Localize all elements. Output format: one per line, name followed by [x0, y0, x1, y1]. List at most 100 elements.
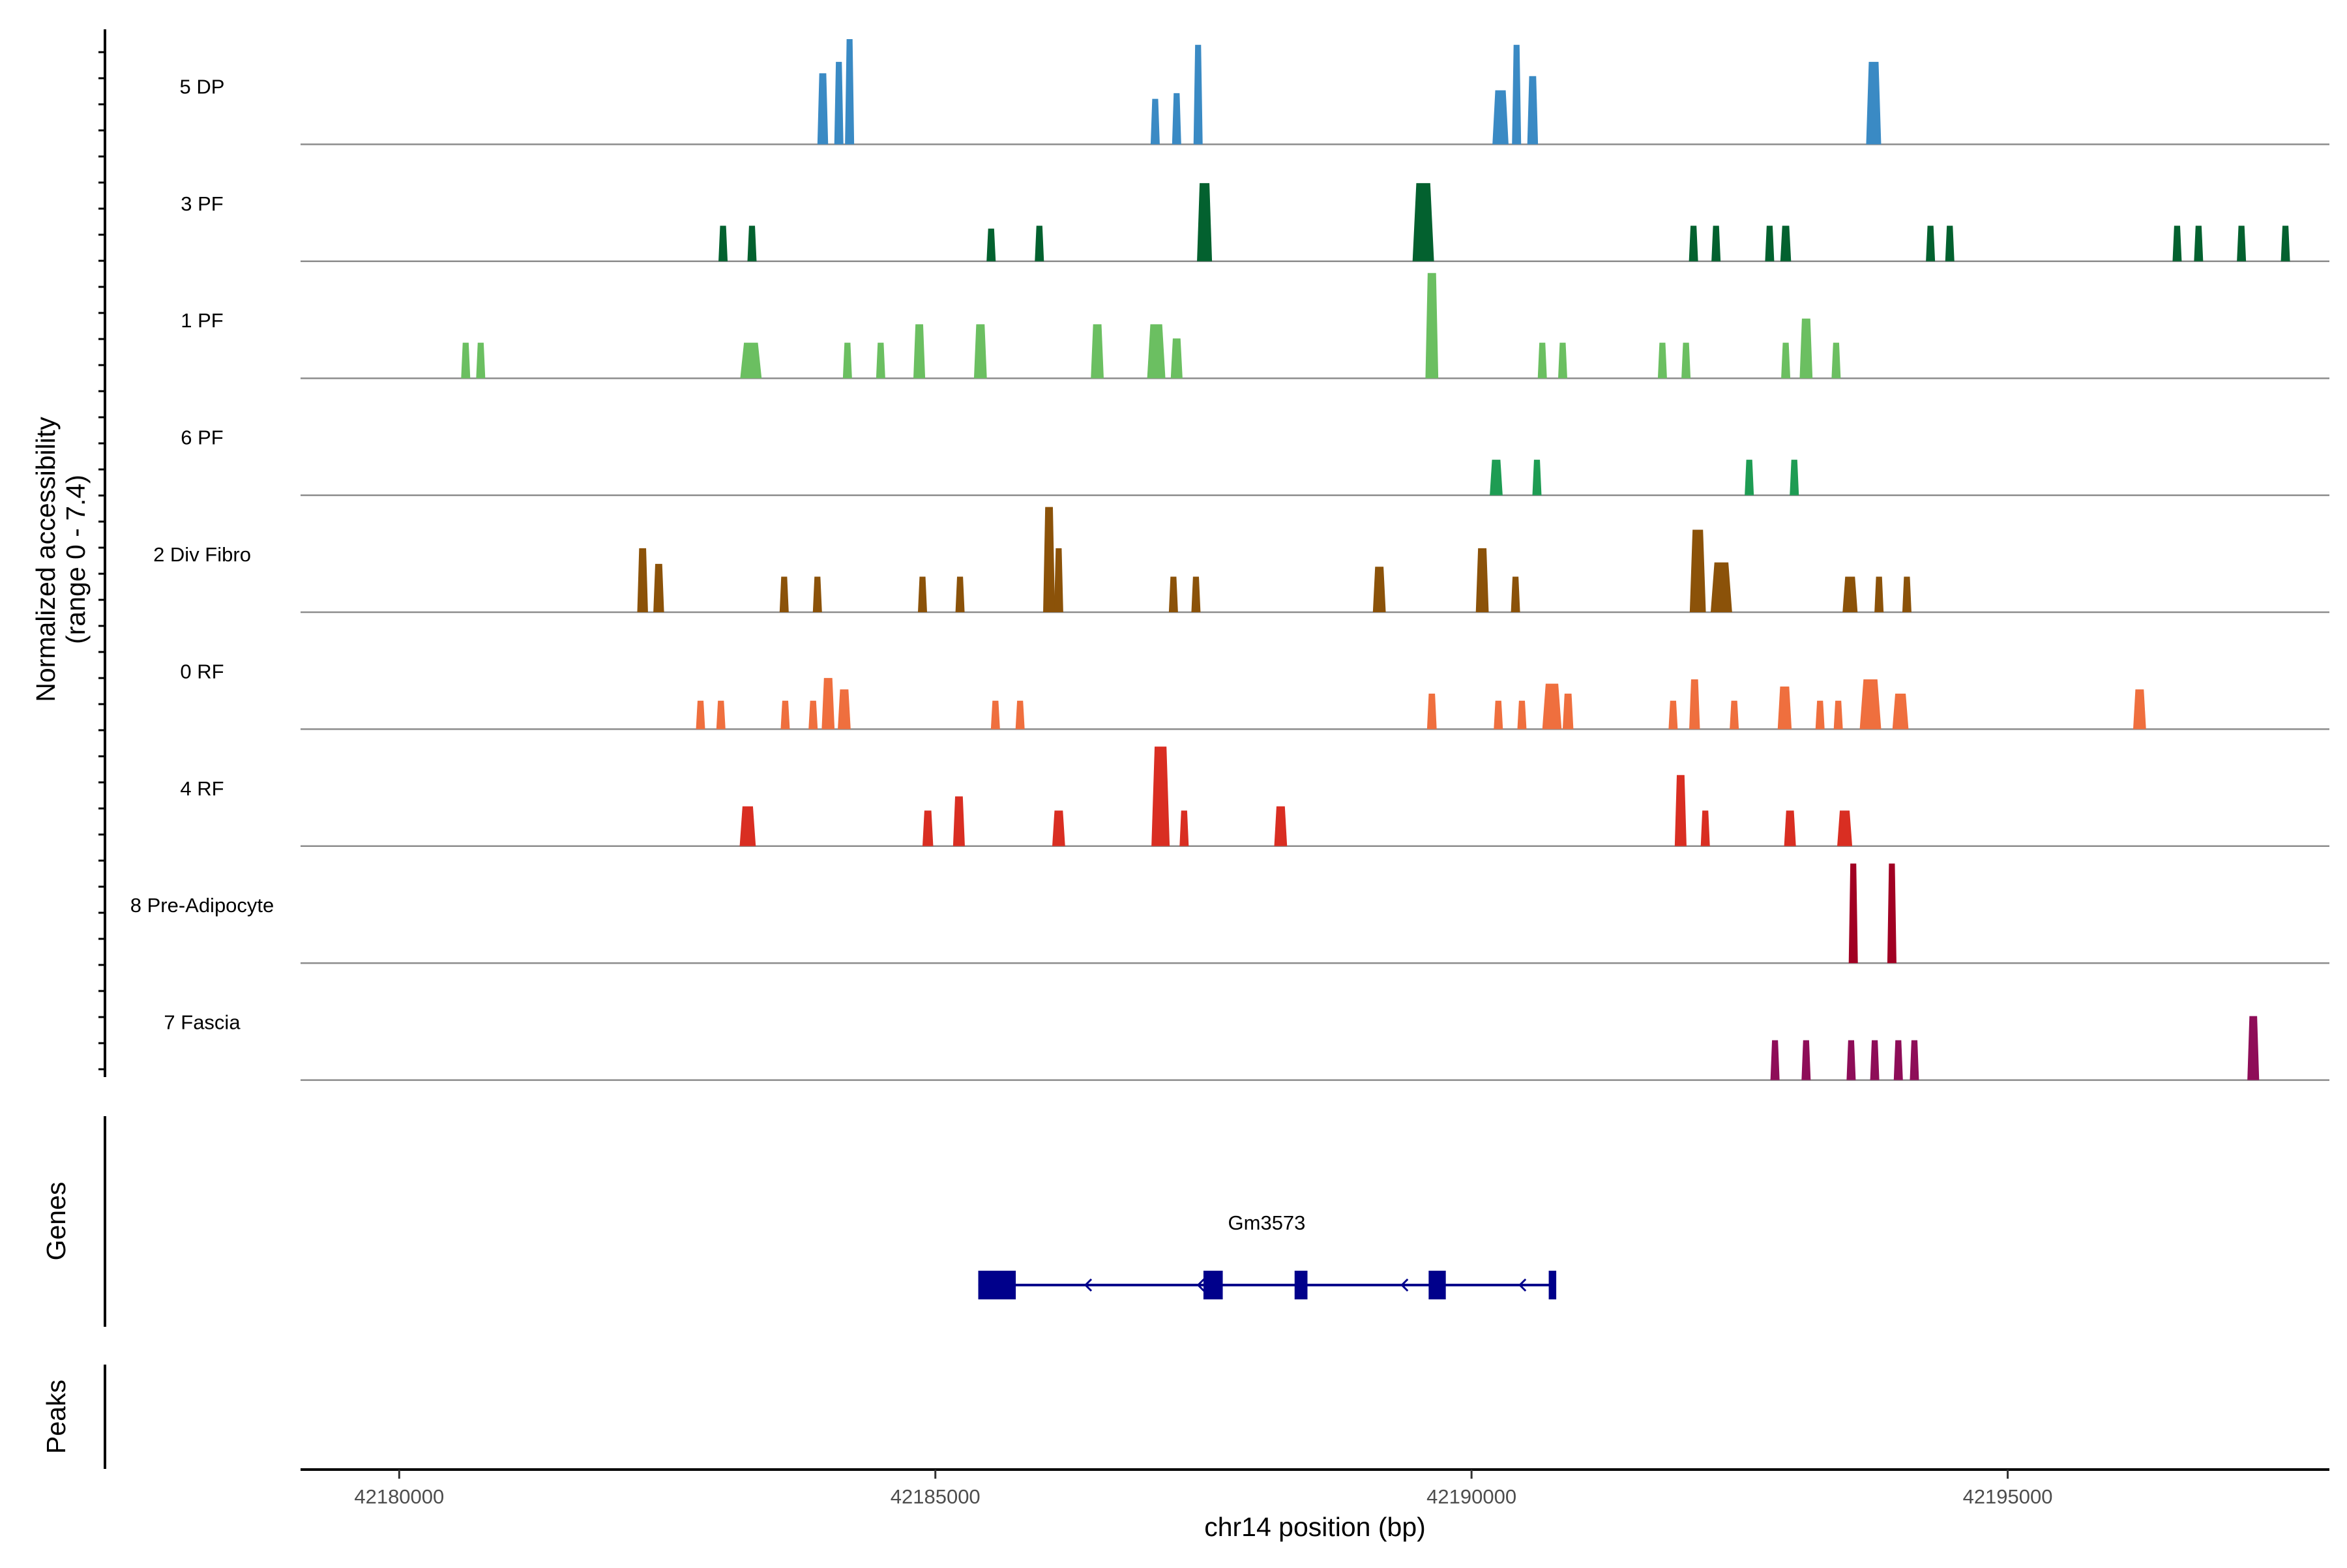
coverage-peak	[1657, 342, 1667, 379]
coverage-peak	[1846, 1040, 1856, 1080]
coverage-peak	[2172, 226, 2182, 261]
coverage-peak	[1777, 686, 1792, 730]
coverage-peak	[1926, 226, 1936, 261]
coverage-peak	[718, 226, 728, 261]
coverage-peak	[1689, 679, 1700, 730]
coverage-peak	[1790, 460, 1799, 496]
track-label: 4 RF	[180, 777, 224, 800]
coverage-peak	[1193, 44, 1203, 145]
coverage-peak	[1859, 679, 1882, 730]
coverage-peak	[1172, 93, 1181, 145]
coverage-peak	[1730, 700, 1739, 730]
track-6-pf: 6 PF	[181, 426, 2329, 496]
genes-panel-label: Genes	[41, 1182, 71, 1261]
coverage-peak	[838, 689, 851, 730]
gene-strand-arrows	[1084, 1278, 1527, 1292]
coverage-peak	[739, 806, 756, 846]
coverage-peak	[917, 576, 927, 612]
coverage-peak	[1052, 810, 1065, 846]
coverage-peak	[2237, 226, 2247, 261]
coverage-peak	[1892, 693, 1909, 730]
y-axis-label-line1: Normalized accessibility	[31, 417, 61, 702]
coverage-peak	[1902, 576, 1912, 612]
coverage-peak	[1035, 226, 1044, 261]
coverage-peak	[1770, 1040, 1780, 1080]
coverage-peak	[1910, 1040, 1919, 1080]
coverage-peak	[1191, 576, 1201, 612]
coverage-peak	[1945, 226, 1955, 261]
x-axis-label: chr14 position (bp)	[1204, 1512, 1426, 1542]
accessibility-axis-ticks	[98, 51, 105, 1071]
coverage-peak	[1689, 529, 1706, 612]
coverage-peak	[2281, 226, 2290, 261]
coverage-peak	[973, 324, 987, 379]
coverage-peak	[637, 548, 648, 612]
coverage-peak	[1557, 342, 1567, 379]
coverage-peak	[1562, 693, 1574, 730]
coverage-peak	[1780, 226, 1792, 261]
coverage-peak	[461, 342, 471, 379]
track-label: 7 Fascia	[164, 1011, 241, 1034]
coverage-peak	[1015, 700, 1025, 730]
coverage-peak	[913, 324, 926, 379]
x-tick-label: 42185000	[891, 1485, 981, 1508]
coverage-peak	[1168, 576, 1178, 612]
gene-exon	[1294, 1271, 1308, 1299]
x-axis-ticks: 42180000 42185000 42190000 42195000	[354, 1470, 2053, 1508]
coverage-peak	[696, 700, 705, 730]
coverage-peak	[1870, 1040, 1880, 1080]
coverage-peak	[1150, 98, 1160, 145]
coverage-peak	[1527, 76, 1539, 145]
strand-arrow	[1400, 1278, 1409, 1292]
track-label: 8 Pre-Adipocyte	[130, 894, 274, 917]
coverage-peak	[1784, 810, 1796, 846]
coverage-peak	[876, 342, 885, 379]
coverage-peak	[653, 563, 664, 612]
coverage-peak	[1512, 44, 1522, 145]
track-label: 6 PF	[181, 426, 223, 449]
track-label: 1 PF	[181, 309, 223, 332]
coverage-peak	[817, 73, 829, 145]
coverage-peak	[1781, 342, 1791, 379]
track-7-fascia: 7 Fascia	[164, 1011, 2329, 1081]
coverage-tracks: 5 DP 3 PF 1 PF 6 PF 2 Div Fibro 0 RF 4 RF 8 Pre…	[130, 39, 2329, 1081]
track-label: 2 Div Fibro	[153, 543, 251, 566]
coverage-peak	[1147, 324, 1166, 379]
gene-exon	[1428, 1271, 1446, 1299]
coverage-peak	[922, 810, 934, 846]
coverage-peak	[952, 796, 965, 846]
coverage-peak	[779, 576, 789, 612]
coverage-peak	[1711, 226, 1721, 261]
coverage-peak	[1372, 567, 1386, 612]
track-2-div-fibro: 2 Div Fibro	[153, 507, 2329, 614]
coverage-peak	[990, 700, 1000, 730]
coverage-peak	[2247, 1016, 2260, 1080]
coverage-peak	[1425, 273, 1439, 379]
coverage-peak	[1426, 693, 1437, 730]
track-label: 0 RF	[180, 660, 224, 683]
strand-arrow	[1518, 1278, 1527, 1292]
coverage-peak	[1054, 548, 1063, 612]
coverage-peak	[1842, 576, 1858, 612]
coverage-peak	[1831, 342, 1841, 379]
coverage-peak	[1197, 183, 1213, 261]
coverage-peak	[1511, 576, 1520, 612]
coverage-peak	[1700, 810, 1710, 846]
coverage-peak	[1893, 1040, 1903, 1080]
coverage-peak	[842, 342, 852, 379]
coverage-peak	[834, 61, 844, 145]
gene-exon	[978, 1271, 1016, 1299]
track-label: 5 DP	[180, 75, 225, 98]
coverage-peak	[780, 700, 790, 730]
peaks-panel-label: Peaks	[41, 1380, 71, 1454]
x-tick-label: 42190000	[1426, 1485, 1516, 1508]
coverage-peak	[1151, 747, 1170, 846]
coverage-peak	[1537, 342, 1547, 379]
coverage-peak	[812, 576, 822, 612]
coverage-peak	[1674, 775, 1687, 846]
coverage-peak	[1745, 460, 1754, 496]
coverage-peak	[1765, 226, 1775, 261]
